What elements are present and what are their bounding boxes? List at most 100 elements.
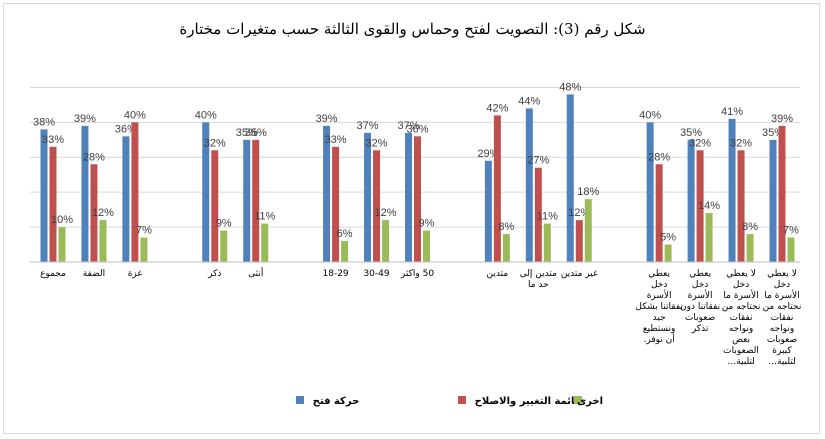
legend-swatch [458, 396, 466, 404]
data-label: 28% [83, 151, 105, 163]
bar-1 [364, 132, 372, 262]
category-label: متدين [487, 269, 509, 279]
bar-2 [414, 136, 421, 262]
category-label: 18-29 [323, 269, 349, 279]
bar-1 [40, 129, 48, 262]
data-label: 35% [680, 127, 702, 139]
data-label: 11% [254, 211, 275, 223]
chart-title: شكل رقم (3): التصويت لفتح وحماس والقوى ا… [179, 20, 646, 38]
data-label: 11% [537, 211, 558, 223]
data-label: 10% [51, 214, 73, 226]
bar-3 [787, 237, 795, 262]
bar-3 [664, 244, 672, 262]
category-label: يعطي دخل الأسرة نفقاتنا دون صعوبات تذكر [680, 269, 720, 334]
bar-2 [655, 164, 663, 262]
category-label: ذكر [207, 269, 221, 279]
category-label: غزة [128, 269, 143, 279]
bar-1 [769, 139, 777, 262]
data-label: 32% [366, 137, 388, 149]
category-label: يعطي دخل الأسرة نفقاتنا بشكل جيد ونستطيع أن نو… [635, 269, 683, 345]
category-label: متدين إلى حد ما [520, 269, 557, 290]
bar-3 [543, 223, 551, 262]
bar-2 [131, 122, 139, 262]
bar-3 [746, 234, 754, 262]
data-label: 37% [397, 120, 419, 132]
bar-2 [90, 164, 98, 262]
bar-1 [566, 94, 574, 262]
bar-2 [534, 167, 542, 262]
bar-2 [49, 146, 57, 262]
data-label: 8% [742, 221, 758, 233]
bar-2 [332, 146, 340, 262]
legend-label: قائمة التغيير والاصلاح [475, 396, 582, 407]
bar-3 [99, 220, 107, 262]
bar-1 [81, 125, 89, 262]
category-label: لا يعطي دخل الأسرة ما نحتاجه من نفقات ونواجه ب… [722, 269, 761, 367]
data-label: 32% [204, 137, 226, 149]
data-label: 12% [375, 207, 397, 219]
data-label: 33% [325, 134, 347, 146]
category-label: مجموع [40, 269, 66, 279]
legend-swatch [296, 396, 304, 404]
bar-2 [575, 220, 583, 262]
bar-3 [502, 234, 510, 262]
data-label: 39% [771, 113, 793, 125]
bar-3 [382, 220, 390, 262]
bar-3 [584, 199, 592, 262]
bar-1 [525, 108, 533, 263]
bar-2 [211, 150, 219, 262]
bar-1 [323, 125, 331, 262]
data-label: 35% [236, 127, 258, 139]
data-label: 8% [498, 221, 514, 233]
bar-1 [484, 160, 492, 262]
bar-3 [705, 213, 713, 262]
bar-2 [493, 115, 501, 262]
bar-3 [261, 223, 269, 262]
data-label: 7% [783, 225, 799, 237]
bar-1 [728, 118, 736, 262]
data-label: 37% [357, 120, 379, 132]
data-label: 5% [660, 232, 676, 244]
data-label: 41% [721, 106, 743, 118]
data-label: 38% [33, 116, 55, 128]
category-label: الضفة [83, 269, 105, 279]
data-label: 27% [527, 155, 549, 167]
data-label: 36% [406, 123, 428, 135]
bar-1 [243, 139, 251, 262]
bar-1 [646, 122, 654, 262]
data-label: 39% [74, 113, 96, 125]
bar-1 [405, 132, 412, 262]
data-label: 40% [639, 109, 661, 121]
data-label: 7% [136, 225, 152, 237]
bar-2 [737, 150, 745, 262]
bar-2 [696, 150, 704, 262]
data-label: 9% [419, 218, 435, 230]
category-label: غير متدين [561, 269, 598, 279]
bar-1 [122, 136, 130, 262]
bar-1 [202, 122, 210, 262]
data-label: 6% [337, 228, 353, 240]
legend-label: حركة فتح [313, 396, 360, 407]
category-label: لا يعطي دخل الأسرة ما نحتاجه من نفقات ونواجه ص… [763, 269, 802, 367]
data-label: 14% [698, 200, 720, 212]
data-label: 35% [245, 127, 267, 139]
data-label: 33% [42, 134, 64, 146]
bar-3 [341, 241, 349, 262]
data-label: 42% [486, 102, 508, 114]
data-label: 9% [216, 218, 232, 230]
data-label: 40% [195, 109, 217, 121]
data-label: 40% [124, 109, 146, 121]
bar-2 [373, 150, 381, 262]
legend-swatch [574, 396, 582, 404]
category-label: 50 واكثر [400, 269, 434, 279]
data-label: 32% [730, 137, 752, 149]
data-label: 48% [559, 81, 581, 93]
bar-2 [252, 139, 260, 262]
legend-label: اخرى [577, 396, 603, 407]
bar-3 [140, 237, 148, 262]
data-label: 18% [577, 186, 599, 198]
data-label: 12% [92, 207, 114, 219]
data-label: 28% [648, 151, 670, 163]
data-label: 32% [689, 137, 711, 149]
